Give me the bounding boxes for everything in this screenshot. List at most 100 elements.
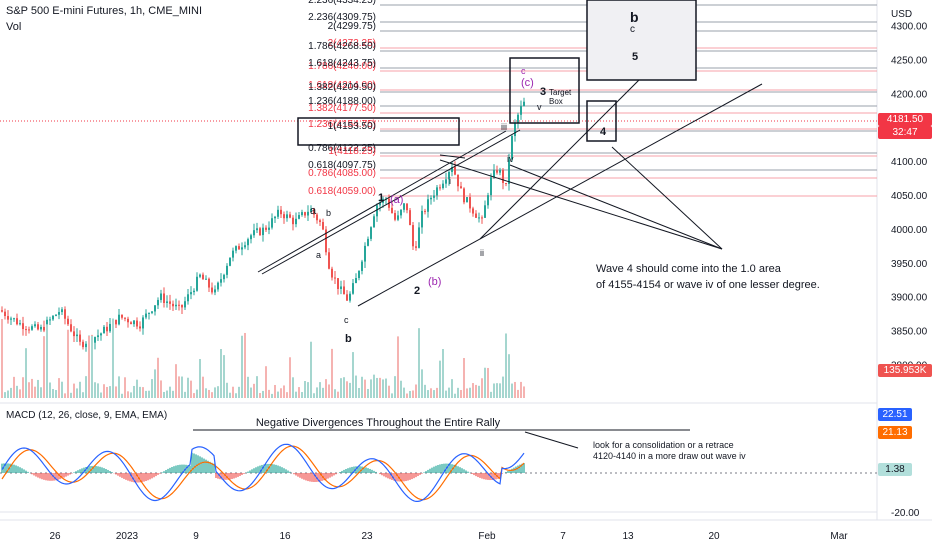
fib-label: 1.786(4240.00) <box>308 61 376 72</box>
fib-label: 1(4153.50) <box>328 121 376 132</box>
macd-hist-bar <box>159 473 161 474</box>
macd-hist-bar <box>43 473 45 480</box>
macd-hist-bar <box>13 464 15 473</box>
wave-ii-label: ii <box>480 248 484 258</box>
candle-body <box>301 212 303 216</box>
candle-body <box>124 317 126 319</box>
volume-bar <box>79 381 81 398</box>
volume-bar <box>421 369 423 398</box>
macd-hist-bar <box>321 473 323 481</box>
macd-hist-bar <box>165 469 167 473</box>
macd-hist-bar <box>393 473 395 481</box>
volume-bar <box>511 383 513 398</box>
wave-iii-label: iii <box>501 122 507 132</box>
candle-body <box>118 314 120 325</box>
macd-hist-bar <box>179 464 181 473</box>
macd-hist-bar <box>75 471 77 473</box>
volume-group <box>1 318 525 398</box>
candle-body <box>106 326 108 332</box>
volume-bar <box>34 386 36 398</box>
price-tick-label: 3900.00 <box>891 293 928 304</box>
wave-3-label: 3 <box>540 86 546 98</box>
fib-label: 2.236(4334.25) <box>308 0 376 6</box>
candle-body <box>208 278 210 288</box>
candle-body <box>487 195 489 206</box>
macd-hist-bar <box>405 473 407 482</box>
volume-bar <box>82 392 84 398</box>
fib-label: 1.382(4177.50) <box>308 103 376 114</box>
macd-hist-bar <box>493 473 495 480</box>
macd-hist-bar <box>65 473 67 477</box>
candle-body <box>409 210 411 226</box>
candle-body <box>109 323 111 332</box>
volume-bar <box>454 393 456 398</box>
macd-hist-bar <box>375 471 377 473</box>
macd-divergence-title: Negative Divergences Throughout the Enti… <box>256 417 501 429</box>
macd-hist-bar <box>413 473 415 479</box>
macd-hist-bar <box>169 467 171 473</box>
candle-body <box>241 247 243 250</box>
candle-body <box>256 228 258 231</box>
candle-body <box>364 245 366 262</box>
candle-body <box>475 213 477 218</box>
macd-hist-bar <box>421 473 423 474</box>
candle-body <box>4 311 6 317</box>
macd-hist-bar <box>345 468 347 473</box>
candle-body <box>127 318 129 323</box>
macd-hist-bar <box>89 466 91 473</box>
volume-bar <box>133 385 135 398</box>
candle-body <box>10 318 12 320</box>
macd-hist-bar <box>519 464 521 473</box>
candle-body <box>361 261 363 271</box>
volume-bar <box>109 386 111 398</box>
fib-label: 1.618(4214.00) <box>308 80 376 91</box>
volume-bar <box>199 359 201 398</box>
macd-hist-bar <box>147 473 149 481</box>
volume-bar <box>262 390 264 398</box>
candle-body <box>505 182 507 184</box>
volume-bar <box>376 377 378 398</box>
volume-bar <box>142 387 144 398</box>
fib-label: 0.786(4085.00) <box>308 168 376 179</box>
currency-label: USD <box>891 9 913 20</box>
macd-hist-bar <box>271 464 273 473</box>
macd-hist-bar <box>455 465 457 473</box>
candle-body <box>157 299 159 306</box>
volume-bar <box>256 376 258 398</box>
candle-body <box>262 227 264 236</box>
candle-body <box>340 286 342 289</box>
volume-bar <box>58 378 60 398</box>
macd-hist-bar <box>227 473 229 480</box>
candle-body <box>163 293 165 303</box>
volume-bar <box>94 382 96 398</box>
candle-body <box>499 170 501 173</box>
macd-hist-bar <box>423 472 425 473</box>
macd-label: MACD (12, 26, close, 9, EMA, EMA) <box>6 410 168 421</box>
volume-bar <box>139 386 141 398</box>
macd-hist-bar <box>223 473 225 480</box>
candle-body <box>472 208 474 214</box>
macd-hist-bar <box>327 473 329 479</box>
volume-bar <box>442 348 444 398</box>
macd-hist-bar <box>359 466 361 473</box>
wave-b-label: (b) <box>428 276 441 288</box>
macd-hist-bar <box>231 473 233 480</box>
macd-hist-bar <box>39 473 41 479</box>
candle-body <box>100 333 102 336</box>
candle-body <box>67 318 69 325</box>
macd-hist-bar <box>107 469 109 473</box>
trend-line <box>439 154 466 159</box>
fib-label: 0.618(4059.00) <box>308 186 376 197</box>
candle-body <box>520 106 522 115</box>
volume-bar <box>436 387 438 398</box>
volume-bar <box>367 388 369 398</box>
candle-body <box>283 214 285 219</box>
wave-c-low-label: c <box>344 315 349 325</box>
volume-bar <box>364 379 366 398</box>
volume-bar <box>316 387 318 398</box>
candle-body <box>172 303 174 307</box>
macd-signal-line <box>1 445 525 501</box>
macd-hist-bar <box>339 472 341 473</box>
